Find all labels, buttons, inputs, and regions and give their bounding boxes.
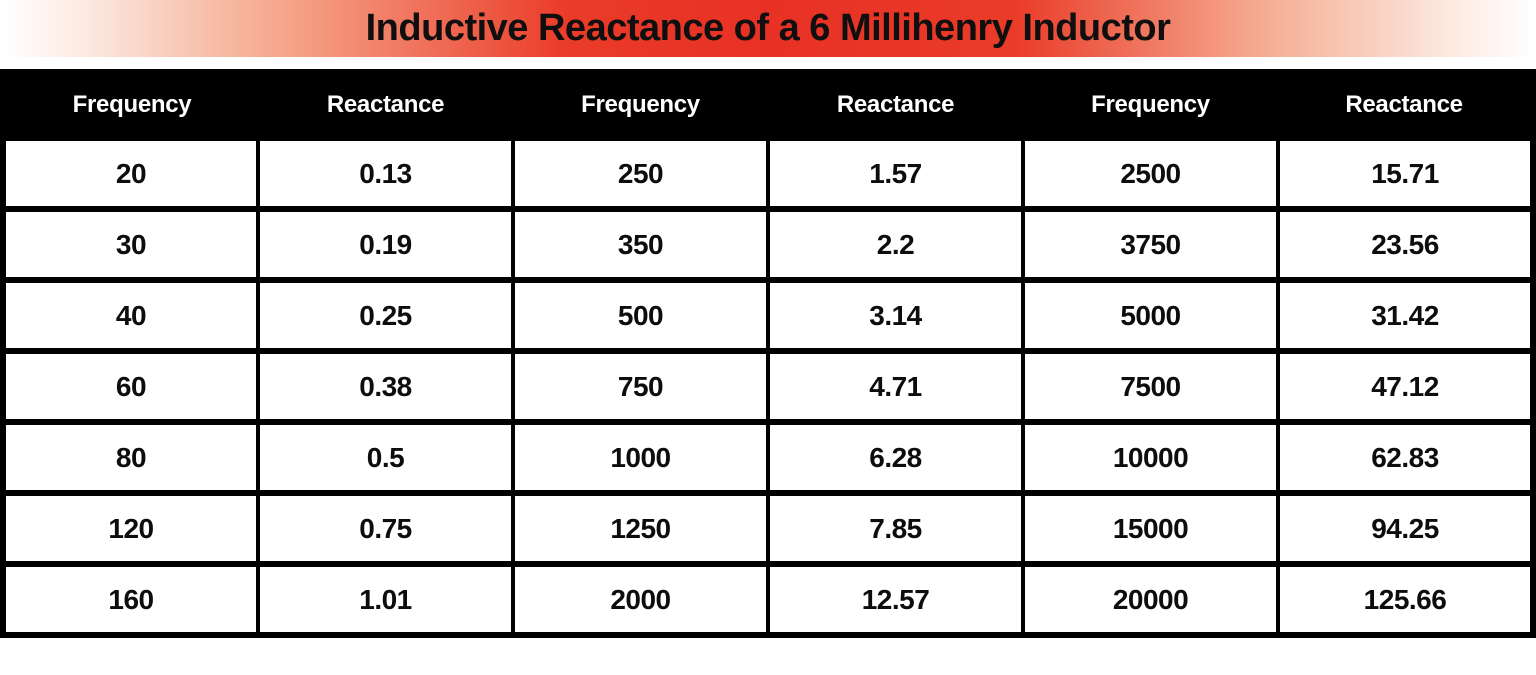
table-cell: 10000 [1021,419,1280,496]
table-cell: 0.19 [256,206,515,283]
table-cell: 500 [511,277,770,354]
table-cell: 1000 [511,419,770,496]
table-cell: 60 [1,348,260,425]
table-cell: 40 [1,277,260,354]
table-cell: 3.14 [766,277,1025,354]
table-row: 160 1.01 2000 12.57 20000 125.66 [1,561,1535,638]
table-cell: 23.56 [1276,206,1535,283]
table-row: 120 0.75 1250 7.85 15000 94.25 [1,490,1535,567]
table-cell: 0.5 [256,419,515,496]
table-cell: 30 [1,206,260,283]
table-cell: 7500 [1021,348,1280,425]
table-cell: 0.25 [256,277,515,354]
table-cell: 125.66 [1276,561,1535,638]
table-cell: 15.71 [1276,135,1535,212]
table-cell: 31.42 [1276,277,1535,354]
table-cell: 0.13 [256,135,515,212]
table-cell: 80 [1,419,260,496]
table-cell: 94.25 [1276,490,1535,567]
table-cell: 6.28 [766,419,1025,496]
table-row: 80 0.5 1000 6.28 10000 62.83 [1,419,1535,496]
table-cell: 750 [511,348,770,425]
page-title: Inductive Reactance of a 6 Millihenry In… [365,7,1171,49]
banner-table-gap [0,57,1536,69]
table-cell: 7.85 [766,490,1025,567]
table-row: 40 0.25 500 3.14 5000 31.42 [1,277,1535,354]
table-row: 60 0.38 750 4.71 7500 47.12 [1,348,1535,425]
table-cell: 20 [1,135,260,212]
table-cell: 1.01 [256,561,515,638]
table-cell: 20000 [1021,561,1280,638]
table-cell: 1.57 [766,135,1025,212]
table-cell: 3750 [1021,206,1280,283]
table-cell: 160 [1,561,260,638]
table-cell: 2500 [1021,135,1280,212]
column-header-frequency-3: Frequency [1023,72,1278,138]
table-cell: 2000 [511,561,770,638]
table-cell: 250 [511,135,770,212]
header-row: Frequency Reactance Frequency Reactance … [3,72,1533,138]
table-cell: 0.75 [256,490,515,567]
column-header-reactance-2: Reactance [768,72,1023,138]
table-cell: 4.71 [766,348,1025,425]
column-header-frequency-2: Frequency [513,72,768,138]
table-cell: 120 [1,490,260,567]
reactance-table: Frequency Reactance Frequency Reactance … [0,69,1536,638]
table-cell: 15000 [1021,490,1280,567]
column-header-reactance-3: Reactance [1278,72,1533,138]
table-cell: 12.57 [766,561,1025,638]
column-header-frequency-1: Frequency [3,72,258,138]
table-row: 30 0.19 350 2.2 3750 23.56 [1,206,1535,283]
table-cell: 5000 [1021,277,1280,354]
table-cell: 2.2 [766,206,1025,283]
column-header-reactance-1: Reactance [258,72,513,138]
table-cell: 62.83 [1276,419,1535,496]
table-cell: 47.12 [1276,348,1535,425]
table-cell: 0.38 [256,348,515,425]
table-cell: 350 [511,206,770,283]
title-banner: Inductive Reactance of a 6 Millihenry In… [0,0,1536,57]
table-cell: 1250 [511,490,770,567]
table-row: 20 0.13 250 1.57 2500 15.71 [1,135,1535,212]
